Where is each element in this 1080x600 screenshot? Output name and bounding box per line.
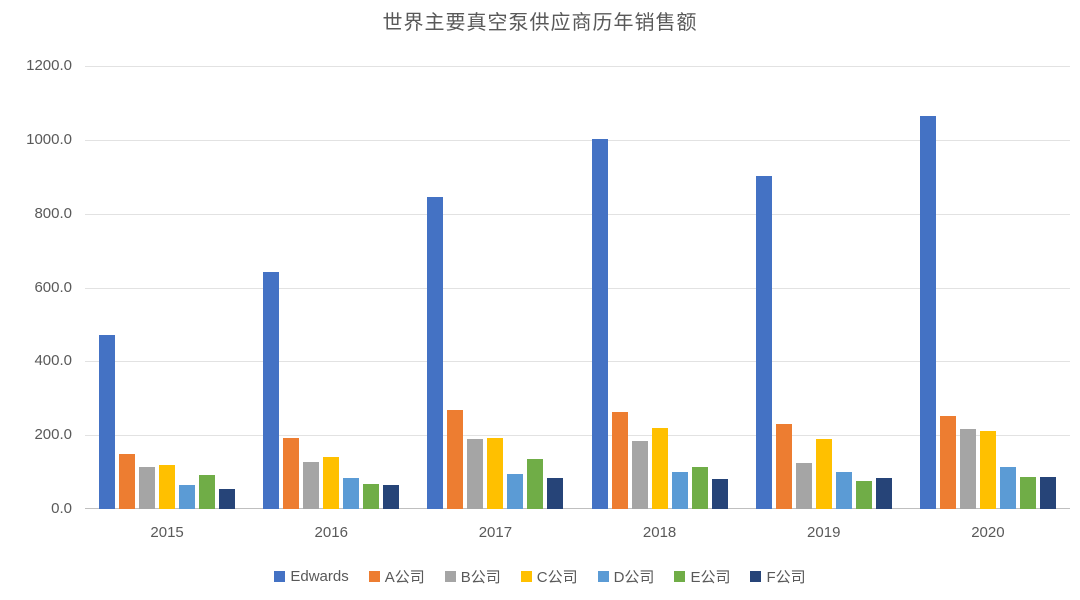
- legend-item-company-d: D公司: [597, 566, 655, 587]
- bar-company-d-2015: [179, 484, 196, 509]
- legend-swatch-company-e: [674, 571, 686, 582]
- bar-company-e-2019: [855, 481, 872, 509]
- legend-swatch-company-c: [520, 571, 532, 582]
- bar-company-a-2017: [447, 410, 464, 509]
- bar-company-f-2015: [219, 488, 236, 509]
- bar-group-2018: [578, 66, 742, 509]
- legend-label-company-c: C公司: [536, 569, 578, 586]
- gridline-400: [85, 361, 1070, 363]
- bar-company-d-2016: [343, 477, 360, 509]
- x-tick-label-2016: 2016: [314, 524, 348, 541]
- bar-company-c-2015: [159, 464, 176, 509]
- legend-item-company-c: C公司: [520, 566, 578, 587]
- bar-company-d-2019: [835, 472, 852, 509]
- bar-company-e-2017: [527, 459, 544, 509]
- legend-item-edwards: Edwards: [274, 568, 349, 585]
- gridline-600: [85, 287, 1070, 289]
- legend-item-company-a: A公司: [368, 566, 425, 587]
- bar-company-a-2015: [119, 454, 136, 509]
- bar-company-d-2017: [507, 473, 524, 509]
- x-tick-label-2018: 2018: [642, 524, 677, 541]
- legend-label-company-a: A公司: [384, 569, 425, 586]
- y-tick-label: 200.0: [34, 426, 72, 444]
- legend-swatch-company-a: [368, 571, 380, 582]
- bar-company-e-2018: [691, 467, 708, 509]
- y-tick-label: 400.0: [34, 352, 72, 370]
- bar-group-2017: [413, 66, 577, 509]
- bar-company-b-2015: [139, 466, 156, 509]
- bar-company-e-2020: [1019, 476, 1036, 509]
- y-tick-label: 1000.0: [26, 130, 72, 148]
- legend-label-company-f: F公司: [766, 569, 806, 586]
- legend: Edwards A公司 B公司 C公司 D公司 E公司 F公司: [0, 566, 1080, 587]
- bar-company-c-2018: [651, 427, 668, 509]
- bar-company-a-2016: [283, 437, 300, 509]
- bar-company-c-2020: [979, 431, 996, 509]
- legend-label-company-b: B公司: [460, 569, 501, 586]
- bar-company-d-2020: [999, 467, 1016, 509]
- legend-swatch-company-b: [444, 571, 456, 582]
- legend-swatch-company-d: [597, 571, 609, 582]
- chart-title: 世界主要真空泵供应商历年销售额: [382, 12, 698, 34]
- plot-area: [85, 66, 1070, 509]
- bar-company-a-2019: [775, 424, 792, 509]
- bar-company-e-2015: [199, 475, 216, 509]
- bar-edwards-2019: [755, 176, 772, 509]
- bar-company-a-2020: [939, 415, 956, 509]
- legend-item-company-b: B公司: [444, 566, 501, 587]
- legend-item-company-f: F公司: [750, 566, 806, 587]
- legend-label-company-d: D公司: [613, 569, 655, 586]
- bar-company-f-2017: [547, 478, 564, 509]
- bar-company-a-2018: [611, 411, 628, 509]
- x-axis-line: [85, 508, 1070, 509]
- bar-group-2016: [249, 66, 413, 509]
- bar-edwards-2017: [427, 196, 444, 509]
- y-tick-label: 1200.0: [26, 57, 72, 74]
- bar-company-b-2020: [959, 429, 976, 509]
- gridline-1000: [85, 139, 1070, 141]
- bar-group-2019: [742, 66, 906, 509]
- bar-company-b-2019: [795, 463, 812, 509]
- legend-label-edwards: Edwards: [290, 568, 349, 585]
- bar-edwards-2016: [263, 272, 280, 509]
- bar-edwards-2018: [591, 138, 608, 509]
- gridline-800: [85, 213, 1070, 215]
- legend-label-company-e: E公司: [690, 569, 731, 586]
- x-tick-label-2020: 2020: [971, 524, 1005, 541]
- x-tick-label-2015: 2015: [150, 524, 184, 541]
- bar-company-c-2016: [323, 457, 340, 509]
- bar-company-f-2016: [383, 485, 400, 509]
- bar-company-c-2017: [487, 438, 504, 509]
- bar-edwards-2020: [919, 116, 936, 509]
- bar-company-b-2018: [631, 440, 648, 509]
- bar-company-b-2016: [303, 461, 320, 509]
- bar-company-c-2019: [815, 438, 832, 509]
- bar-company-e-2016: [363, 484, 380, 509]
- bar-company-f-2020: [1039, 476, 1056, 509]
- gridline-200: [85, 435, 1070, 437]
- y-tick-label: 600.0: [34, 278, 72, 296]
- x-tick-label-2017: 2017: [478, 524, 513, 541]
- x-tick-label-2019: 2019: [807, 524, 841, 541]
- y-tick-label: 0.0: [51, 500, 72, 517]
- bar-company-d-2018: [671, 472, 688, 509]
- bar-company-b-2017: [467, 438, 484, 509]
- legend-item-company-e: E公司: [674, 566, 730, 587]
- bar-group-2015: [85, 66, 249, 509]
- y-tick-label: 800.0: [34, 204, 72, 222]
- bar-edwards-2015: [99, 334, 116, 509]
- bar-group-2020: [906, 66, 1070, 509]
- gridline-1200: [85, 66, 1070, 67]
- bar-company-f-2019: [875, 478, 892, 509]
- bar-company-f-2018: [711, 479, 728, 509]
- legend-swatch-edwards: [274, 571, 286, 582]
- legend-swatch-company-f: [750, 571, 762, 582]
